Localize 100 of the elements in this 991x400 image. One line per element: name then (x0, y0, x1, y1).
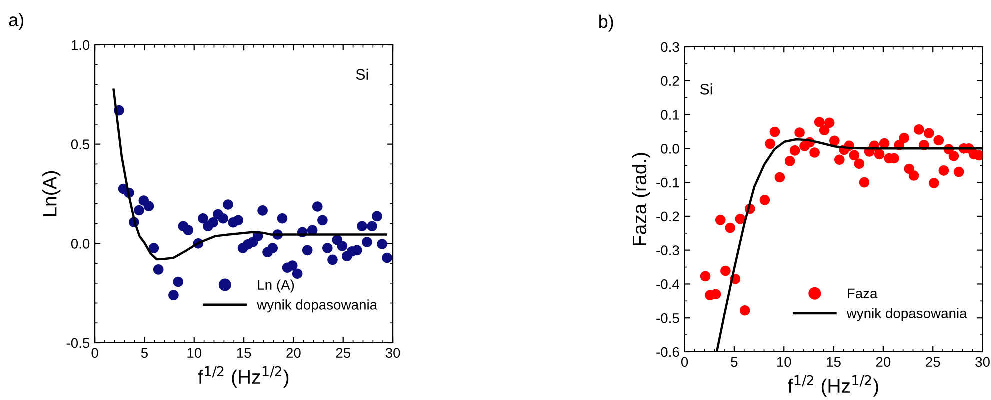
y-tick-label: -0.3 (656, 246, 680, 256)
point (153, 264, 164, 275)
chart-title: b) (600, 14, 614, 32)
x-tick-label: 10 (188, 348, 202, 358)
point (720, 266, 731, 276)
point (899, 133, 910, 144)
point (287, 260, 298, 271)
point (830, 136, 840, 146)
point (725, 222, 736, 234)
y-tick-label: -0.2 (656, 212, 680, 222)
point (377, 239, 388, 250)
point (854, 158, 865, 170)
point (337, 241, 348, 252)
point (357, 221, 368, 232)
point (318, 215, 328, 226)
point (849, 150, 860, 161)
point (938, 166, 950, 176)
annotation: Si (356, 68, 368, 80)
y-tick-label: -0.1 (656, 178, 680, 188)
point (292, 268, 303, 280)
point (810, 148, 820, 158)
point (312, 202, 323, 212)
point (765, 138, 776, 150)
point (183, 225, 194, 236)
y-axis-title: Ln(A) (42, 171, 61, 216)
point (277, 213, 288, 224)
legend-label: wynik dopasowania (257, 300, 378, 313)
point (208, 217, 218, 228)
y-tick-label: 0.0 (661, 144, 680, 154)
y-tick-label: 0.1 (661, 110, 680, 120)
point (934, 135, 944, 146)
x-tick-label: 25 (926, 357, 940, 368)
point (814, 117, 825, 128)
point (168, 290, 179, 300)
point (874, 149, 885, 160)
point (173, 276, 184, 288)
point (774, 172, 786, 183)
legend-label: Ln (A) (258, 280, 294, 293)
x-tick-label: 20 (876, 357, 891, 368)
point (268, 243, 278, 254)
x-tick-label: 0 (681, 357, 688, 368)
y-tick-label: -0.6 (656, 347, 680, 358)
annotation: Si (700, 84, 712, 95)
point (148, 243, 160, 254)
point (302, 245, 313, 256)
point (367, 221, 378, 232)
x-tick-label: 10 (777, 357, 792, 368)
y-axis-title: Faza (rad.) (632, 153, 650, 246)
x-tick-label: 15 (237, 348, 252, 358)
x-tick-label: 0 (92, 348, 98, 358)
point (929, 178, 940, 188)
point (770, 126, 780, 138)
x-axis-title: f$^{1/2}$ (Hz$^{1/2}$) (788, 375, 878, 397)
point (954, 166, 964, 178)
point (218, 213, 228, 224)
x-tick-label: 20 (286, 348, 301, 358)
line-series (112, 88, 388, 261)
point (710, 289, 722, 300)
point (740, 306, 750, 316)
y-tick-label: -0.5 (66, 338, 90, 348)
point (735, 214, 746, 224)
point (924, 128, 934, 139)
point (382, 252, 392, 264)
point (134, 205, 144, 216)
y-tick-label: -0.4 (656, 280, 680, 290)
point (362, 237, 372, 248)
point (824, 118, 835, 128)
point (223, 200, 234, 210)
point (144, 201, 154, 212)
y-tick-label: 1.0 (72, 40, 90, 50)
point (233, 215, 244, 226)
chart-title: a) (9, 13, 24, 30)
y-tick-label: 0.2 (661, 76, 680, 86)
point (790, 146, 800, 156)
point (715, 215, 726, 226)
x-axis-title: f$^{1/2}$ (Hz$^{1/2}$) (198, 366, 289, 388)
y-tick-label: 0.3 (661, 42, 680, 52)
point (908, 170, 920, 181)
x-tick-label: 5 (731, 357, 738, 368)
point (372, 211, 382, 222)
point (914, 124, 924, 135)
point (258, 206, 268, 216)
point (879, 138, 890, 149)
x-tick-label: 30 (976, 357, 990, 368)
x-tick-label: 25 (336, 348, 351, 358)
point (819, 125, 830, 136)
point (834, 154, 845, 165)
y-tick-label: 0.0 (71, 239, 90, 249)
y-tick-label: 0.5 (71, 140, 90, 150)
x-tick-label: 5 (141, 348, 148, 358)
point (198, 213, 208, 224)
point (352, 245, 362, 256)
point (794, 128, 805, 138)
point (700, 271, 711, 282)
point (322, 243, 333, 254)
point (859, 177, 870, 188)
point (948, 150, 960, 162)
x-tick-label: 30 (386, 348, 400, 358)
y-tick-label: -0.5 (656, 313, 680, 324)
point (784, 156, 796, 166)
